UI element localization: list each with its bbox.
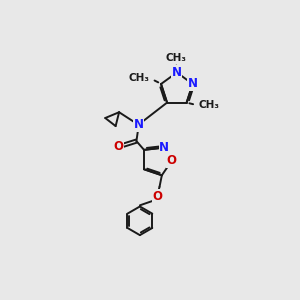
- Text: CH₃: CH₃: [198, 100, 219, 110]
- Text: N: N: [134, 118, 144, 131]
- Text: O: O: [113, 140, 123, 153]
- Text: CH₃: CH₃: [128, 73, 149, 83]
- Text: O: O: [152, 190, 162, 203]
- Text: N: N: [159, 141, 169, 154]
- Text: N: N: [172, 66, 182, 79]
- Text: CH₃: CH₃: [165, 53, 186, 63]
- Text: O: O: [167, 154, 177, 167]
- Text: N: N: [188, 77, 198, 91]
